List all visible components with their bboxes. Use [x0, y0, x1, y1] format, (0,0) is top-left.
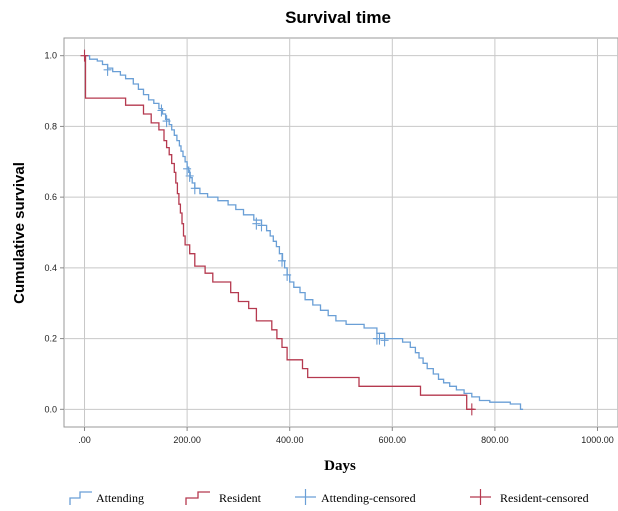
series-line-attending [84, 55, 524, 410]
chart-title: Survival time [285, 8, 391, 27]
legend-label-resident-censored: Resident-censored [500, 491, 589, 505]
censor-mark-attending-censored [380, 334, 389, 347]
y-tick-label: 1.0 [44, 51, 57, 61]
censor-mark-attending-censored [252, 217, 261, 230]
x-tick-label: 1000.00 [581, 435, 614, 445]
censor-mark-attending-censored [283, 268, 292, 281]
series-lines [84, 55, 524, 410]
legend-item-attending: Attending [69, 491, 144, 505]
legend-label-resident: Resident [219, 491, 262, 505]
grid-lines [64, 38, 618, 427]
censor-mark-resident-censored [467, 403, 476, 416]
y-axis-ticks: 0.0 0.2 0.4 0.6 0.8 1.0 [44, 51, 64, 414]
censor-mark-attending-censored [185, 169, 194, 182]
legend-label-attending: Attending [96, 491, 144, 505]
censor-marks [80, 49, 476, 416]
x-tick-label: 800.00 [481, 435, 509, 445]
x-tick-label: 600.00 [379, 435, 407, 445]
censor-mark-resident-censored [80, 49, 89, 62]
legend-resident-step-icon [185, 491, 210, 505]
censor-mark-attending-censored [103, 63, 112, 76]
y-tick-label: 0.6 [44, 192, 57, 202]
censor-mark-attending-censored [375, 332, 384, 345]
x-axis-label: Days [324, 458, 356, 474]
censor-mark-attending-censored [162, 115, 171, 128]
legend: Attending Resident Attending-censored Re… [69, 489, 589, 505]
censor-mark-attending-censored [157, 104, 166, 117]
legend-item-attending-censored: Attending-censored [295, 489, 416, 505]
x-tick-label: .00 [78, 435, 91, 445]
y-tick-label: 0.0 [44, 404, 57, 414]
y-axis-label: Cumulative survival [11, 162, 28, 304]
censor-mark-attending-censored [190, 182, 199, 195]
legend-attending-censored-icon [295, 489, 316, 505]
series-line-resident [84, 55, 475, 410]
y-tick-label: 0.2 [44, 334, 57, 344]
censor-mark-attending-censored [183, 162, 192, 175]
x-tick-label: 400.00 [276, 435, 304, 445]
legend-item-resident-censored: Resident-censored [470, 489, 589, 505]
legend-label-attending-censored: Attending-censored [321, 491, 416, 505]
x-axis-ticks: .00 200.00 400.00 600.00 800.00 1000.00 [78, 427, 614, 445]
plot-area [63, 37, 618, 428]
x-tick-label: 200.00 [173, 435, 201, 445]
legend-resident-censored-icon [470, 489, 491, 505]
legend-attending-step-icon [69, 491, 92, 505]
y-tick-label: 0.4 [44, 263, 57, 273]
legend-item-resident: Resident [185, 491, 262, 505]
y-tick-label: 0.8 [44, 121, 57, 131]
censor-mark-attending-censored [278, 254, 287, 267]
censor-mark-attending-censored [257, 219, 266, 232]
